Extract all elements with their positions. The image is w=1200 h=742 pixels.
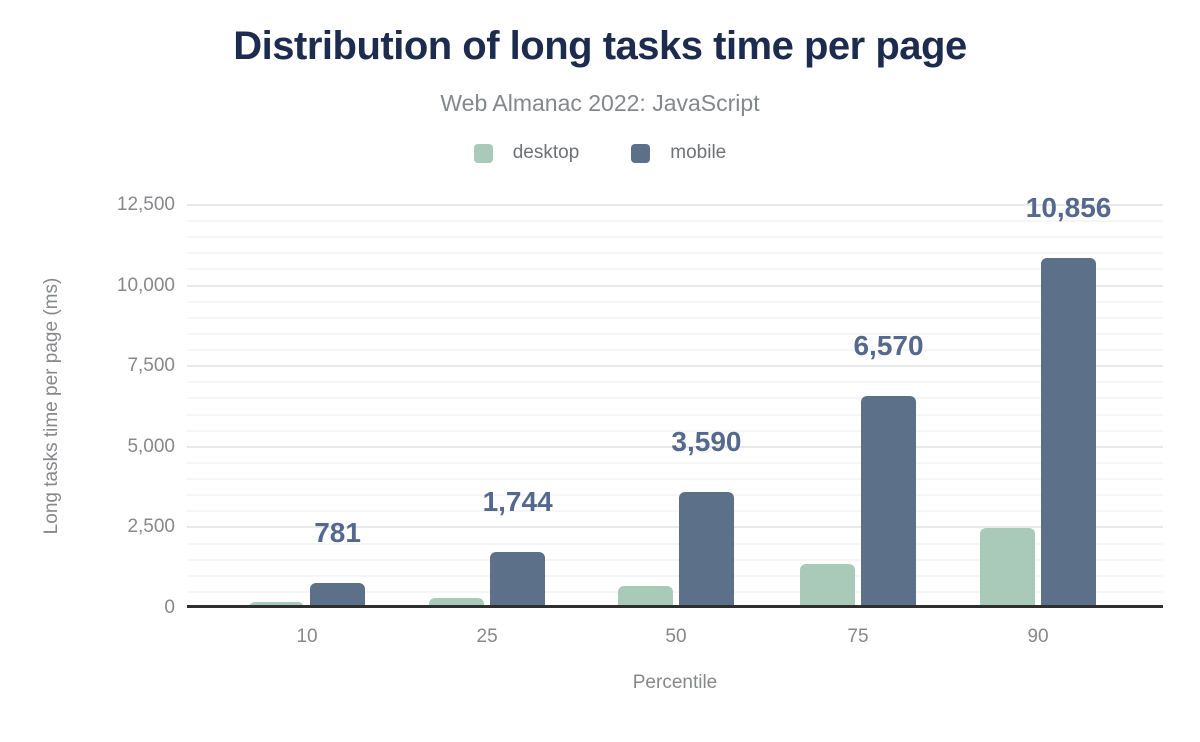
- x-axis-title: Percentile: [632, 672, 718, 693]
- x-tick-label: 90: [1027, 626, 1049, 647]
- plot-area: 781 1,744 3,590 6,570 10,856: [187, 192, 1163, 608]
- bar-value-label: 3,590: [671, 426, 742, 458]
- bar-group-p10: 781: [249, 205, 366, 608]
- gridline-minor: [187, 558, 1163, 561]
- bar-mobile-p90[interactable]: [1041, 258, 1097, 608]
- legend: desktop mobile: [0, 142, 1200, 164]
- y-axis-tick-labels: 0 2,500 5,000 7,500 10,000 12,500: [0, 194, 175, 618]
- bar-mobile-p50[interactable]: [678, 492, 734, 608]
- gridline-minor: [187, 413, 1163, 416]
- gridline-minor: [187, 510, 1163, 513]
- chart-subtitle: Web Almanac 2022: JavaScript: [440, 90, 760, 116]
- bar-desktop-p75[interactable]: [800, 563, 855, 608]
- gridline-minor: [187, 332, 1163, 335]
- legend-label-desktop: desktop: [512, 142, 580, 163]
- legend-swatch-desktop-icon: [473, 143, 493, 163]
- gridline-minor: [187, 429, 1163, 432]
- bar-value-label: 781: [314, 516, 361, 548]
- y-tick-label: 10,000: [116, 274, 175, 296]
- gridline-minor: [187, 397, 1163, 400]
- gridline-minor: [187, 461, 1163, 464]
- legend-swatch-mobile-icon: [631, 143, 651, 163]
- bar-value-label: 1,744: [482, 485, 553, 517]
- gridline-minor: [187, 381, 1163, 384]
- y-tick-label: 7,500: [127, 355, 175, 377]
- gridline-minor: [187, 590, 1163, 593]
- y-tick-label: 12,500: [116, 194, 175, 215]
- gridline-minor: [187, 316, 1163, 319]
- bar-desktop-p90[interactable]: [980, 528, 1036, 608]
- gridline-minor: [187, 494, 1163, 497]
- x-axis-line: [187, 605, 1163, 608]
- gridline-minor: [187, 252, 1163, 255]
- gridline-major: [187, 526, 1163, 529]
- x-tick-label: 25: [476, 626, 498, 647]
- bar-group-p90: 10,856: [980, 192, 1111, 608]
- bar-group-p75: 6,570: [800, 205, 924, 608]
- gridline-minor: [187, 236, 1163, 239]
- x-tick-label: 50: [665, 626, 687, 647]
- gridline-minor: [187, 542, 1163, 545]
- gridline-major: [187, 445, 1163, 448]
- gridline-minor: [187, 349, 1163, 352]
- gridline-major: [187, 204, 1163, 206]
- bar-group-p50: 3,590: [617, 205, 742, 608]
- gridline-major: [187, 365, 1163, 368]
- bar-mobile-p75[interactable]: [861, 396, 916, 608]
- bar-desktop-p50[interactable]: [617, 586, 673, 608]
- y-tick-label: 5,000: [127, 435, 175, 457]
- x-tick-label: 75: [847, 626, 869, 647]
- gridline-minor: [187, 220, 1163, 223]
- x-axis-tick-labels: 10 25 50 75 90: [187, 626, 1163, 650]
- x-tick-label: 10: [296, 626, 318, 647]
- bar-desktop-p25[interactable]: [429, 597, 485, 608]
- bar-value-label: 6,570: [853, 330, 924, 362]
- y-tick-label: 2,500: [127, 516, 175, 538]
- chart-title: Distribution of long tasks time per page: [233, 24, 967, 68]
- legend-label-mobile: mobile: [670, 142, 727, 163]
- gridline-minor: [187, 300, 1163, 303]
- y-tick-label: 0: [164, 597, 175, 618]
- legend-item-mobile[interactable]: mobile: [631, 142, 726, 164]
- bar-mobile-p25[interactable]: [490, 551, 546, 608]
- legend-item-desktop[interactable]: desktop: [473, 142, 580, 164]
- gridline-minor: [187, 268, 1163, 271]
- bar-group-p25: 1,744: [429, 205, 553, 608]
- bar-value-label: 10,856: [1025, 192, 1112, 224]
- gridline-minor: [187, 574, 1163, 577]
- bar-mobile-p10[interactable]: [310, 582, 366, 608]
- gridline-major: [187, 284, 1163, 287]
- gridline-minor: [187, 478, 1163, 481]
